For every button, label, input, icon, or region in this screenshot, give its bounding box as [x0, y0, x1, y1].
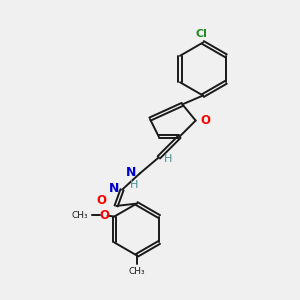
Text: CH₃: CH₃ [71, 211, 88, 220]
Text: Cl: Cl [196, 29, 208, 39]
Text: O: O [200, 114, 210, 127]
Text: N: N [109, 182, 120, 195]
Text: H: H [164, 154, 172, 164]
Text: N: N [126, 166, 136, 178]
Text: CH₃: CH₃ [128, 267, 145, 276]
Text: O: O [97, 194, 107, 207]
Text: H: H [130, 180, 139, 190]
Text: O: O [99, 208, 109, 222]
